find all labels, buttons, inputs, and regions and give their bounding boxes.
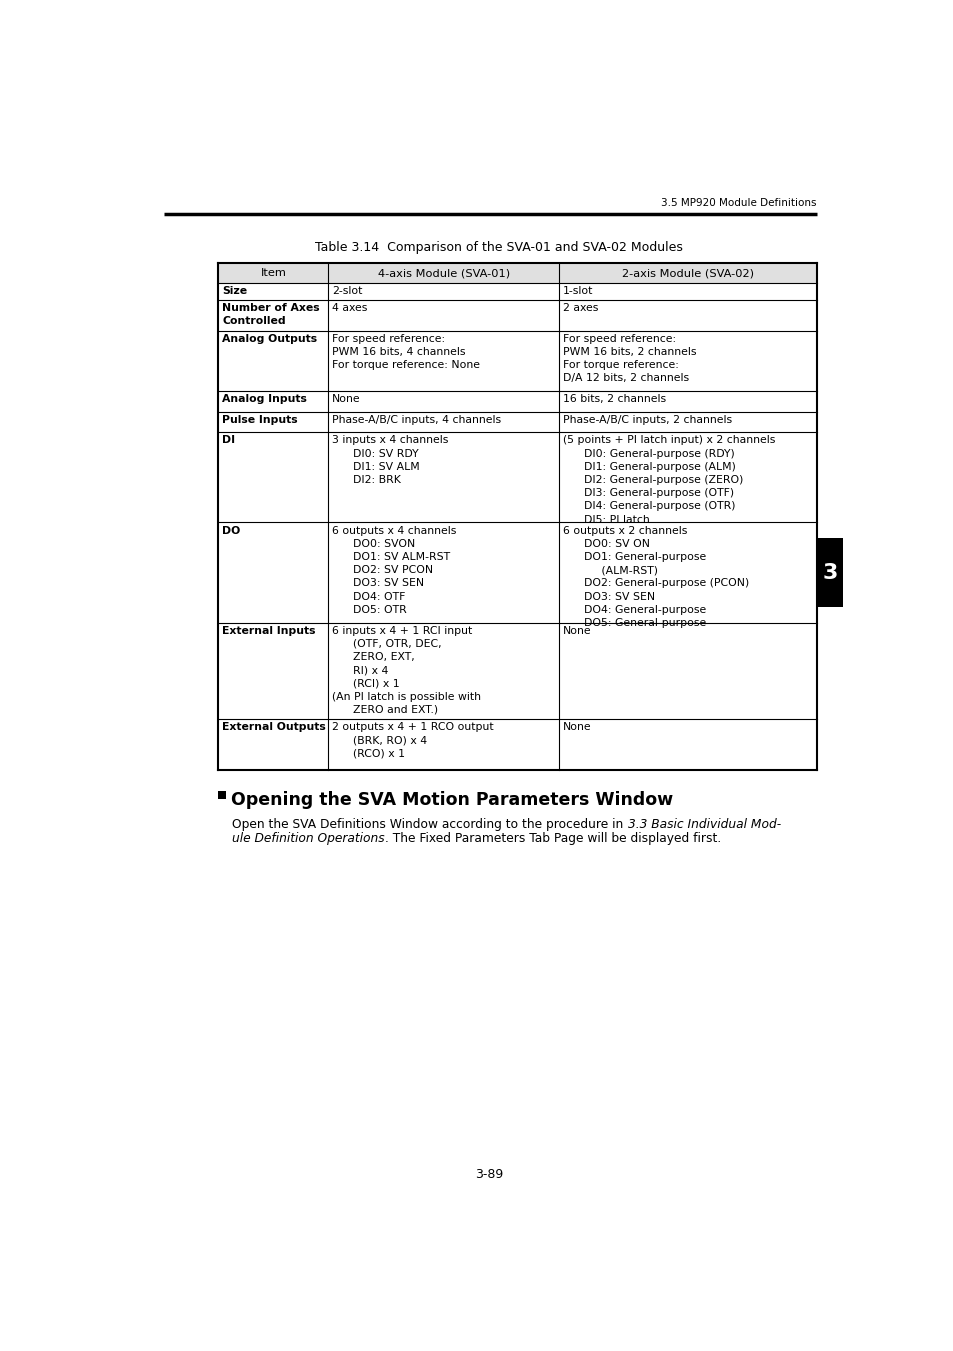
Text: 3.3 Basic Individual Mod-: 3.3 Basic Individual Mod- [627, 819, 780, 831]
Text: For speed reference:
PWM 16 bits, 2 channels
For torque reference:
D/A 12 bits, : For speed reference: PWM 16 bits, 2 chan… [562, 334, 696, 384]
Text: None: None [562, 721, 591, 732]
Text: 2-slot: 2-slot [332, 286, 362, 296]
Text: Item: Item [260, 267, 286, 278]
Text: 3: 3 [822, 562, 838, 582]
Text: Phase-A/B/C inputs, 4 channels: Phase-A/B/C inputs, 4 channels [332, 415, 501, 424]
Text: Number of Axes
Controlled: Number of Axes Controlled [222, 303, 319, 326]
Text: ule Definition Operations: ule Definition Operations [233, 832, 385, 844]
Text: 6 inputs x 4 + 1 RCI input
      (OTF, OTR, DEC,
      ZERO, EXT,
      RI) x 4
: 6 inputs x 4 + 1 RCI input (OTF, OTR, DE… [332, 626, 481, 715]
Text: 6 outputs x 4 channels
      DO0: SVON
      DO1: SV ALM-RST
      DO2: SV PCON
: 6 outputs x 4 channels DO0: SVON DO1: SV… [332, 526, 456, 615]
Bar [818, 538, 842, 607]
Text: Analog Inputs: Analog Inputs [222, 394, 307, 404]
Text: None: None [562, 626, 591, 636]
Bar [218, 792, 226, 798]
Text: 4 axes: 4 axes [332, 303, 367, 313]
Bar [218, 263, 816, 282]
Text: Table 3.14  Comparison of the SVA-01 and SVA-02 Modules: Table 3.14 Comparison of the SVA-01 and … [314, 242, 682, 254]
Text: 3-89: 3-89 [475, 1167, 502, 1181]
Text: Phase-A/B/C inputs, 2 channels: Phase-A/B/C inputs, 2 channels [562, 415, 731, 424]
Text: Pulse Inputs: Pulse Inputs [222, 415, 297, 424]
Text: 2 axes: 2 axes [562, 303, 598, 313]
Text: . The Fixed Parameters Tab Page will be displayed first.: . The Fixed Parameters Tab Page will be … [385, 832, 720, 844]
Text: None: None [332, 394, 360, 404]
Text: 16 bits, 2 channels: 16 bits, 2 channels [562, 394, 665, 404]
Text: 2-axis Module (SVA-02): 2-axis Module (SVA-02) [621, 267, 753, 278]
Text: 3 inputs x 4 channels
      DI0: SV RDY
      DI1: SV ALM
      DI2: BRK: 3 inputs x 4 channels DI0: SV RDY DI1: S… [332, 435, 448, 485]
Text: For speed reference:
PWM 16 bits, 4 channels
For torque reference: None: For speed reference: PWM 16 bits, 4 chan… [332, 334, 480, 370]
Text: DI: DI [222, 435, 235, 446]
Text: DO: DO [222, 526, 240, 535]
Text: 6 outputs x 2 channels
      DO0: SV ON
      DO1: General-purpose
           (A: 6 outputs x 2 channels DO0: SV ON DO1: G… [562, 526, 748, 628]
Text: Opening the SVA Motion Parameters Window: Opening the SVA Motion Parameters Window [231, 792, 672, 809]
Text: 4-axis Module (SVA-01): 4-axis Module (SVA-01) [377, 267, 509, 278]
Text: External Inputs: External Inputs [222, 626, 315, 636]
Text: Open the SVA Definitions Window according to the procedure in: Open the SVA Definitions Window accordin… [233, 819, 627, 831]
Text: 1-slot: 1-slot [562, 286, 593, 296]
Text: Analog Outputs: Analog Outputs [222, 334, 317, 345]
Text: External Outputs: External Outputs [222, 721, 326, 732]
Text: (5 points + PI latch input) x 2 channels
      DI0: General-purpose (RDY)
      : (5 points + PI latch input) x 2 channels… [562, 435, 774, 524]
Text: 3.5 MP920 Module Definitions: 3.5 MP920 Module Definitions [660, 199, 816, 208]
Text: Size: Size [222, 286, 247, 296]
Text: 2 outputs x 4 + 1 RCO output
      (BRK, RO) x 4
      (RCO) x 1: 2 outputs x 4 + 1 RCO output (BRK, RO) x… [332, 721, 494, 758]
